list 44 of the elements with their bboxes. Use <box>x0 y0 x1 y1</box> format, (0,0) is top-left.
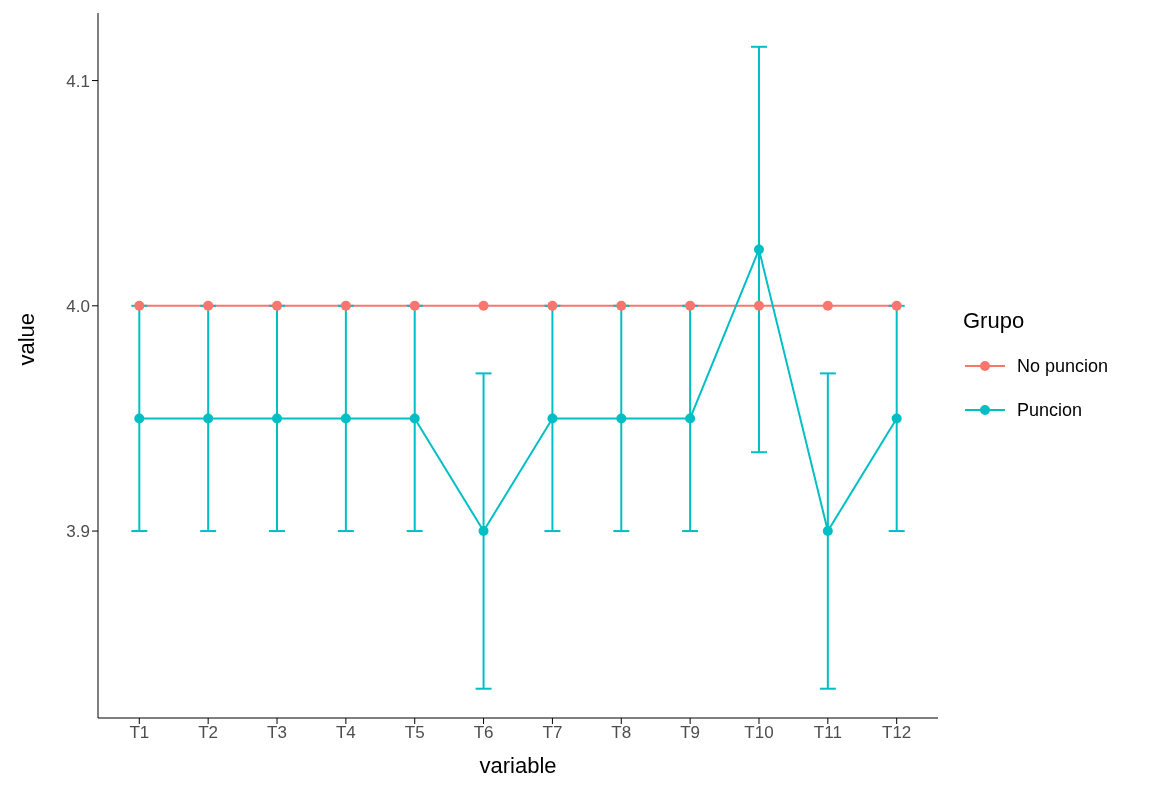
y-axis-title: value <box>13 312 39 366</box>
y-tick-label: 4.1 <box>66 71 90 91</box>
point <box>616 300 627 311</box>
y-tick-label: 4.0 <box>66 296 90 316</box>
x-tick-label: T2 <box>198 723 219 743</box>
point <box>409 413 420 424</box>
x-tick-label: T4 <box>335 723 356 743</box>
x-tick-label: T11 <box>813 723 842 743</box>
point <box>134 413 145 424</box>
x-axis-title: variable <box>479 753 557 778</box>
point <box>340 413 351 424</box>
point <box>685 413 696 424</box>
legend-title: Grupo <box>963 308 1026 334</box>
point <box>891 413 902 424</box>
point <box>478 526 489 537</box>
point <box>203 300 214 311</box>
point <box>478 300 489 311</box>
point <box>340 300 351 311</box>
x-tick-label: T12 <box>882 723 912 743</box>
x-tick-label: T5 <box>404 723 425 743</box>
point <box>685 300 696 311</box>
x-tick-label: T10 <box>744 723 774 743</box>
point <box>547 413 558 424</box>
point <box>753 300 764 311</box>
y-tick-label: 3.9 <box>66 522 90 542</box>
point <box>272 413 283 424</box>
x-tick-label: T3 <box>267 723 287 743</box>
point <box>203 413 214 424</box>
point <box>753 244 764 255</box>
x-tick-label: T9 <box>680 723 701 743</box>
legend-label: Puncion <box>1017 399 1083 421</box>
point <box>547 300 558 311</box>
point <box>134 300 145 311</box>
point <box>822 526 833 537</box>
point <box>616 413 627 424</box>
point <box>409 300 420 311</box>
x-tick-label: T7 <box>542 723 563 743</box>
x-tick-label: T8 <box>611 723 632 743</box>
point <box>891 300 902 311</box>
x-tick-label: T6 <box>473 723 494 743</box>
legend-label: No puncion <box>1017 355 1109 377</box>
point <box>272 300 283 311</box>
point <box>822 300 833 311</box>
x-tick-label: T1 <box>129 723 150 743</box>
